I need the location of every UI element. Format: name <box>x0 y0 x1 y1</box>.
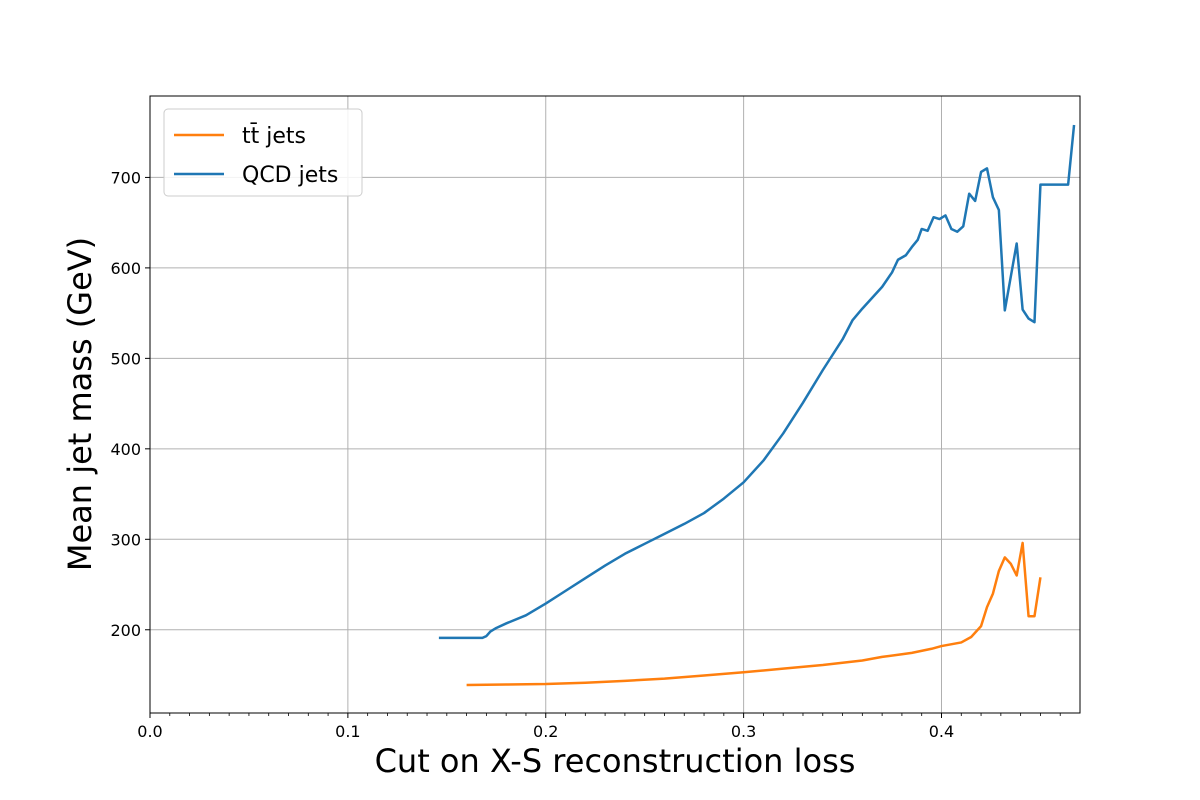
series-line-qcd-jets <box>438 124 1076 640</box>
x-tick-label: 0.1 <box>335 722 360 741</box>
legend: tt̄ jets QCD jets <box>163 108 363 197</box>
plot-background <box>150 96 1080 713</box>
series-lines <box>438 124 1076 687</box>
plot-frame <box>149 95 1081 714</box>
x-tick-label: 0.0 <box>137 722 162 741</box>
x-tick-label: 0.3 <box>731 722 756 741</box>
grid <box>149 96 1080 713</box>
x-tick-label: 0.2 <box>533 722 558 741</box>
legend-label: QCD jets <box>242 163 338 188</box>
y-axis-title: Mean jet mass (GeV) <box>61 237 99 571</box>
y-tick-label: 500 <box>110 349 141 368</box>
x-axis-title: Cut on X-S reconstruction loss <box>375 742 856 780</box>
legend-label: tt̄ jets <box>242 123 306 149</box>
ticks: 0.0 0.1 0.2 0.3 0.4 200 300 400 500 600 700 <box>110 168 1061 741</box>
y-tick-label: 300 <box>110 530 141 549</box>
y-tick-label: 200 <box>110 621 141 640</box>
y-tick-label: 700 <box>110 168 141 187</box>
y-tick-label: 400 <box>110 440 141 459</box>
y-tick-label: 600 <box>110 259 141 278</box>
x-tick-label: 0.4 <box>929 722 954 741</box>
series-line-ttbar-jets <box>466 541 1042 687</box>
